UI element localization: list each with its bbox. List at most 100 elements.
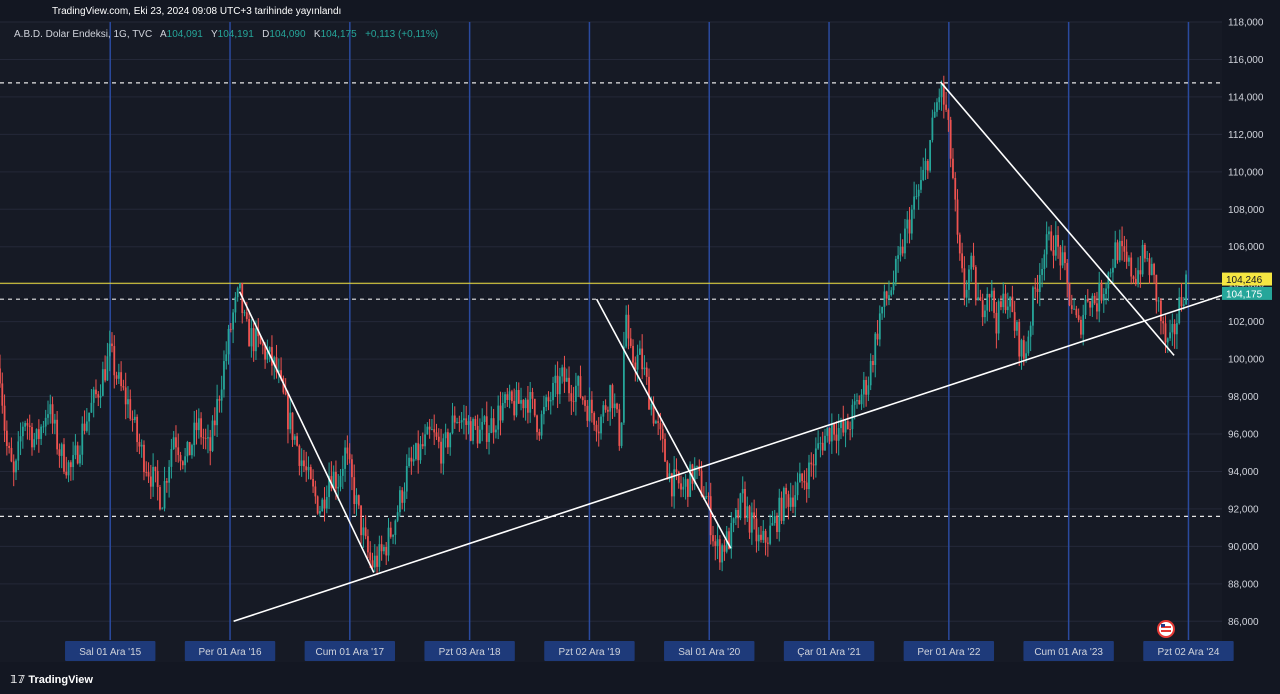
candle-body-down <box>531 392 534 399</box>
candle-body-up <box>227 328 230 355</box>
candle-body-up <box>924 160 927 170</box>
candle-body-down <box>97 394 100 398</box>
candle-body-down <box>728 531 730 549</box>
candle-body-down <box>218 399 221 401</box>
candle-body-down <box>346 447 349 454</box>
candle-body-up <box>1025 353 1027 359</box>
candle-body-down <box>51 404 54 424</box>
candle-body-up <box>140 444 143 447</box>
candle-body-down <box>476 425 479 444</box>
candle-body-up <box>426 426 429 435</box>
candle-body-up <box>106 356 109 381</box>
candle-body-down <box>65 471 68 476</box>
candle-body-down <box>195 422 198 431</box>
candle-body-down <box>956 199 959 235</box>
candle-body-down <box>1164 323 1167 343</box>
candle-body-up <box>419 444 422 461</box>
candle-body-down <box>1116 242 1119 261</box>
time-tick-label: Cum 01 Ara '23 <box>1034 647 1103 658</box>
alert-price-label: 104,246 <box>1226 275 1263 286</box>
low-value: 104,090 <box>269 29 306 40</box>
candle-body-down <box>63 444 65 472</box>
candle-body-up <box>191 445 193 456</box>
chart-area[interactable] <box>0 22 1222 662</box>
candle-body-up <box>463 418 465 421</box>
candle-body-down <box>147 472 150 477</box>
candle-body-up <box>234 297 237 313</box>
time-tick-badge <box>424 641 515 661</box>
candle-body-down <box>83 423 86 431</box>
candle-body-up <box>650 403 653 410</box>
tradingview-logo[interactable]: 𝟙𝟟 TradingView <box>10 673 93 686</box>
candle-body-up <box>732 518 735 523</box>
candle-body-down <box>579 376 582 398</box>
candle-body-up <box>403 491 406 503</box>
candle-body-down <box>1018 322 1021 357</box>
us-flag-icon[interactable] <box>1157 620 1175 638</box>
candle-body-down <box>122 386 125 388</box>
candle-body-down <box>1075 308 1078 316</box>
candle-body-up <box>383 547 385 552</box>
candle-body-down <box>634 362 637 370</box>
candle-body-down <box>229 328 232 330</box>
high-value: 104,191 <box>217 29 254 40</box>
candle-body-down <box>1123 246 1126 252</box>
candle-body-up <box>40 426 43 439</box>
candle-body-up <box>796 482 799 496</box>
chart-canvas[interactable]: 86,000 88,000 90,000 92,000 94,000 96,000 98,0… <box>0 0 1280 662</box>
trend-line[interactable] <box>595 298 732 549</box>
candle-body-up <box>255 328 257 352</box>
candle-body-up <box>225 354 228 362</box>
candle-body-up <box>878 313 881 340</box>
price-tick-label: 108,000 <box>1228 205 1265 216</box>
candle-body-down <box>3 405 6 431</box>
time-tick-label: Per 01 Ara '16 <box>198 647 262 658</box>
price-tick-label: 92,000 <box>1228 504 1259 515</box>
candle-body-up <box>625 314 628 347</box>
candle-body-up <box>1105 288 1107 294</box>
candle-body-up <box>936 102 938 112</box>
candle-body-down <box>961 253 964 269</box>
candle-body-up <box>794 495 797 507</box>
tradingview-wordmark: TradingView <box>28 674 93 686</box>
candle-body-down <box>376 555 378 567</box>
candle-body-up <box>99 395 102 398</box>
candle-body-up <box>1109 272 1112 274</box>
candle-body-down <box>380 544 383 552</box>
candle-body-down <box>364 527 367 537</box>
candle-body-down <box>1125 251 1128 262</box>
price-tick-label: 116,000 <box>1228 55 1264 66</box>
candle-body-up <box>325 497 328 509</box>
trend-line[interactable] <box>233 294 1223 623</box>
top-bar: TradingView.com, Eki 23, 2024 09:08 UTC+… <box>0 0 1280 22</box>
price-tick-label: 114,000 <box>1228 92 1264 103</box>
candle-body-down <box>111 343 113 347</box>
price-tick-label: 88,000 <box>1228 579 1259 590</box>
candle-body-up <box>21 426 24 437</box>
trend-line[interactable] <box>939 81 1175 356</box>
candle-body-up <box>85 421 88 431</box>
candle-body-down <box>26 423 29 426</box>
candle-body-up <box>524 399 527 409</box>
candle-body-down <box>156 470 159 488</box>
candle-body-up <box>643 367 646 370</box>
price-axis[interactable] <box>1222 22 1280 662</box>
close-value: 104,175 <box>320 29 357 40</box>
candle-body-up <box>1150 263 1153 276</box>
trend-line[interactable] <box>238 291 375 573</box>
last-price-label: 104,175 <box>1226 289 1263 300</box>
candle-body-down <box>136 416 139 443</box>
candle-body-down <box>309 467 312 479</box>
candle-body-up <box>762 530 765 540</box>
candle-body-up <box>392 534 394 537</box>
candle-body-up <box>497 405 500 430</box>
candle-body-down <box>981 300 984 318</box>
candle-body-up <box>609 385 612 412</box>
candle-body-up <box>844 421 847 433</box>
candle-body-down <box>1130 257 1133 277</box>
bottom-bar <box>0 662 1280 694</box>
candle-body-down <box>369 552 372 561</box>
flag-stripe <box>1161 630 1171 632</box>
time-tick-badge <box>783 641 875 661</box>
candle-body-up <box>1002 293 1005 308</box>
